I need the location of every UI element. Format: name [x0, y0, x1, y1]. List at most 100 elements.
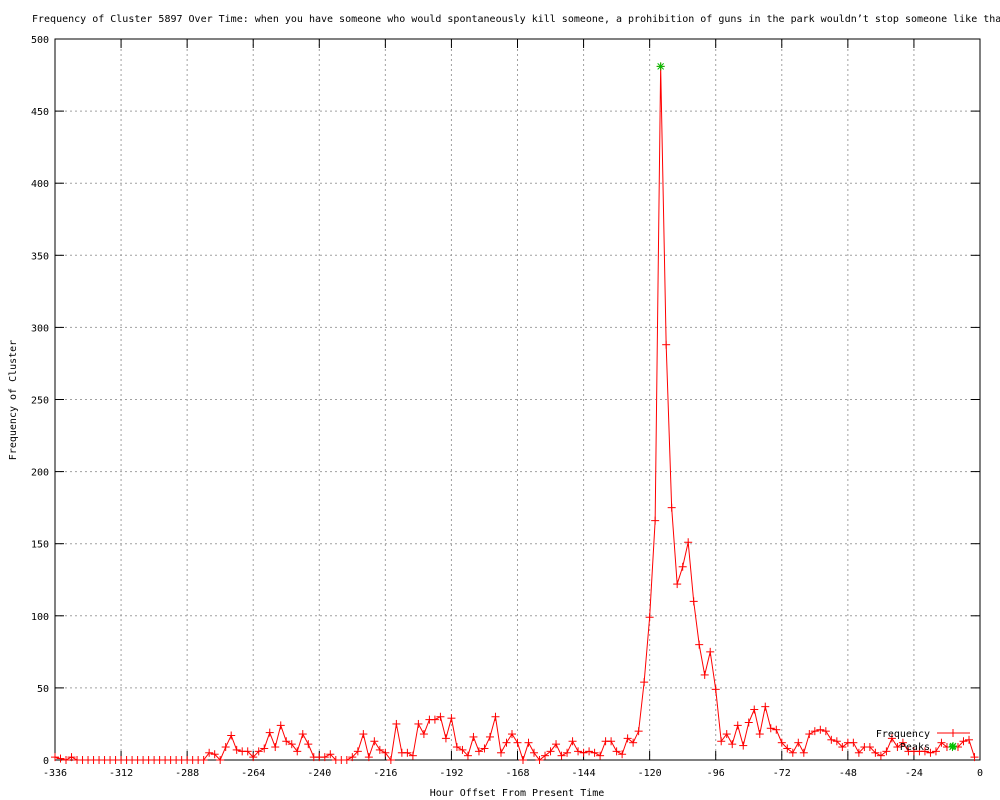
frequency-point	[607, 737, 616, 746]
legend-label-peaks: Peaks	[900, 742, 930, 753]
frequency-point	[887, 734, 896, 743]
frequency-point	[282, 737, 291, 746]
frequency-point	[227, 731, 236, 740]
frequency-point	[893, 743, 902, 752]
x-tick-label: -288	[175, 768, 199, 779]
frequency-point	[359, 730, 368, 739]
frequency-point	[777, 738, 786, 747]
frequency-point	[755, 730, 764, 739]
frequency-point	[348, 753, 357, 762]
frequency-point	[469, 732, 478, 741]
frequency-point	[419, 730, 428, 739]
frequency-point	[205, 748, 214, 757]
frequency-point	[463, 751, 472, 760]
frequency-point	[436, 712, 445, 721]
frequency-point	[441, 734, 450, 743]
plot-border	[54, 38, 981, 761]
frequency-point	[805, 730, 814, 739]
frequency-point	[524, 738, 533, 747]
frequency-point	[667, 503, 676, 512]
frequency-point	[651, 516, 660, 525]
frequency-point	[430, 715, 439, 724]
frequency-point	[920, 747, 929, 756]
frequency-point	[937, 738, 946, 747]
frequency-point	[689, 597, 698, 606]
frequency-point	[876, 751, 885, 760]
frequency-point	[898, 738, 907, 747]
x-tick-label: -264	[241, 768, 265, 779]
x-tick-label: 0	[977, 768, 983, 779]
frequency-point	[458, 745, 467, 754]
frequency-point	[959, 737, 968, 746]
y-tick-label: 300	[31, 323, 49, 334]
frequency-point	[772, 725, 781, 734]
frequency-point	[552, 740, 561, 749]
frequency-point	[254, 747, 263, 756]
peak-point	[656, 62, 665, 71]
x-tick-label: -72	[773, 768, 791, 779]
frequency-point	[67, 753, 76, 762]
x-tick-label: -192	[439, 768, 463, 779]
frequency-point	[199, 756, 208, 764]
frequency-point	[970, 753, 979, 762]
x-tick-label: -240	[307, 768, 331, 779]
frequency-point	[496, 748, 505, 757]
frequency-point	[706, 647, 715, 656]
frequency-point	[491, 712, 500, 721]
frequency-point	[711, 685, 720, 694]
frequency-point	[695, 640, 704, 649]
x-tick-label: -216	[373, 768, 397, 779]
frequency-point	[816, 725, 825, 734]
series-frequency	[51, 62, 979, 764]
frequency-point	[530, 748, 539, 757]
frequency-point	[821, 727, 830, 736]
y-tick-label: 450	[31, 107, 49, 118]
frequency-point	[645, 613, 654, 622]
frequency-point	[750, 705, 759, 714]
frequency-point	[381, 748, 390, 757]
frequency-point	[221, 743, 230, 752]
frequency-point	[260, 744, 269, 753]
frequency-point	[403, 748, 412, 757]
y-tick-label: 200	[31, 468, 49, 479]
frequency-point	[452, 743, 461, 752]
frequency-point	[557, 751, 566, 760]
frequency-point	[700, 670, 709, 679]
frequency-point	[265, 728, 274, 737]
frequency-point	[596, 751, 605, 760]
frequency-point	[375, 745, 384, 754]
frequency-point	[728, 740, 737, 749]
frequency-point	[783, 744, 792, 753]
frequency-point	[320, 753, 329, 762]
frequency-point	[447, 714, 456, 723]
y-axis-label: Frequency of Cluster	[8, 340, 19, 460]
frequency-point	[788, 748, 797, 757]
frequency-point	[794, 738, 803, 747]
frequency-point	[739, 741, 748, 750]
x-tick-label: -144	[572, 768, 596, 779]
frequency-point	[298, 730, 307, 739]
frequency-point	[722, 730, 731, 739]
frequency-point	[766, 724, 775, 733]
x-tick-label: -48	[839, 768, 857, 779]
x-tick-label: -168	[505, 768, 529, 779]
frequency-point	[832, 737, 841, 746]
frequency-point	[535, 756, 544, 764]
frequency-point	[342, 756, 351, 764]
peak-marker	[657, 63, 665, 70]
frequency-point	[62, 756, 71, 764]
x-tick-label: -24	[905, 768, 923, 779]
y-tick-label: 50	[37, 684, 49, 695]
frequency-point	[546, 747, 555, 756]
frequency-point	[243, 747, 252, 756]
frequency-point	[926, 748, 935, 757]
frequency-point	[761, 702, 770, 711]
frequency-point	[232, 745, 241, 754]
frequency-point	[854, 748, 863, 757]
frequency-point	[612, 747, 621, 756]
frequency-point	[326, 750, 335, 759]
frequency-point	[51, 753, 59, 762]
frequency-point	[304, 740, 313, 749]
frequency-point	[474, 747, 483, 756]
